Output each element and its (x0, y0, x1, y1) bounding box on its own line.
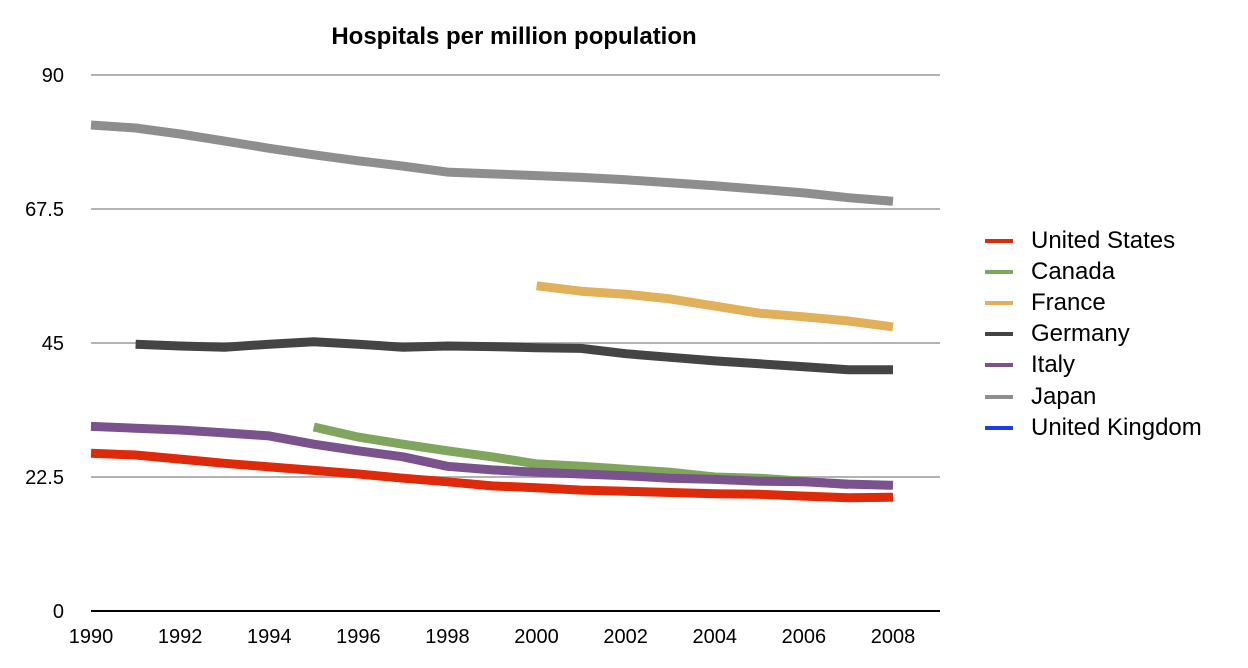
legend-item: Italy (985, 350, 1202, 381)
x-tick-label: 1992 (158, 626, 203, 648)
gridlines (91, 74, 940, 478)
legend-swatch (985, 238, 1013, 243)
legend-label: Canada (1031, 257, 1116, 285)
x-tick-label: 2002 (603, 626, 648, 648)
series-line-france (536, 281, 894, 332)
legend-label: United Kingdom (1031, 413, 1202, 441)
legend-label: Germany (1031, 320, 1130, 348)
legend-item: United States (985, 225, 1202, 256)
y-tick-label: 90 (42, 65, 64, 87)
legend-label: France (1031, 288, 1106, 316)
x-tick-label: 1994 (247, 626, 292, 648)
y-tick-label: 22.5 (25, 467, 64, 489)
legend-swatch (985, 332, 1013, 337)
x-tick-label: 1990 (69, 626, 114, 648)
series-lines (90, 120, 894, 503)
legend-item: France (985, 287, 1202, 318)
chart-title: Hospitals per million population (331, 23, 696, 50)
x-axis-ticks: 1990 1992 1994 1996 1998 2000 2002 2004 2006 2008 (69, 626, 916, 648)
x-tick-label: 1998 (425, 626, 470, 648)
x-tick-label: 1996 (336, 626, 381, 648)
legend-item: Japan (985, 381, 1202, 412)
legend-swatch (985, 300, 1013, 305)
legend-label: United States (1031, 226, 1176, 254)
y-tick-label: 67.5 (25, 199, 64, 221)
legend-swatch (985, 363, 1013, 368)
legend-swatch (985, 425, 1013, 430)
legend-item: United Kingdom (985, 412, 1202, 443)
legend: United States Canada France Germany Italy Jap… (985, 225, 1202, 443)
y-tick-label: 45 (42, 333, 64, 355)
legend-label: Italy (1031, 351, 1076, 379)
series-line-italy (90, 421, 894, 490)
legend-swatch (985, 269, 1013, 274)
series-line-germany (135, 337, 893, 375)
y-tick-label: 0 (53, 601, 64, 623)
legend-item: Canada (985, 256, 1202, 287)
legend-swatch (985, 394, 1013, 399)
series-line-japan (90, 120, 894, 206)
legend-label: Japan (1031, 382, 1097, 410)
series-line-united-states (90, 448, 894, 503)
x-tick-label: 2008 (871, 626, 916, 648)
y-axis-ticks: 0 22.5 45 67.5 90 (25, 65, 64, 623)
x-tick-label: 2004 (693, 626, 738, 648)
legend-item: Germany (985, 319, 1202, 350)
x-tick-label: 2000 (514, 626, 559, 648)
x-tick-label: 2006 (782, 626, 827, 648)
